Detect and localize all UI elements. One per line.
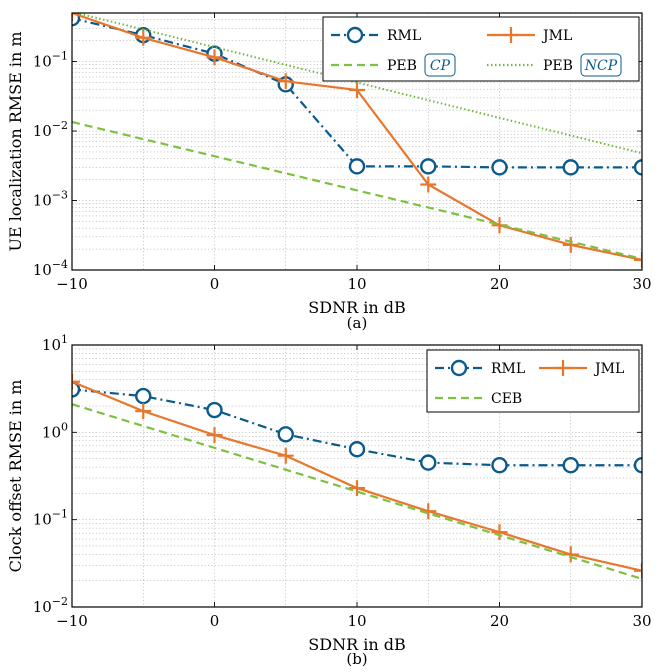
data-point-jml xyxy=(634,562,642,579)
data-point-jml xyxy=(206,427,223,444)
data-point-rml xyxy=(633,159,642,176)
x-tick-label: 10 xyxy=(347,275,366,293)
series-group xyxy=(72,373,642,580)
legend-marker-jml xyxy=(503,27,519,43)
data-point-jml xyxy=(562,546,579,563)
y-tick-label: 10−2 xyxy=(33,119,68,140)
legend-label-rml: RML xyxy=(387,28,421,44)
x-tick-label: 10 xyxy=(347,612,366,630)
data-point-jml xyxy=(634,251,642,268)
data-point-rml xyxy=(562,457,579,474)
y-tick-label: 101 xyxy=(42,333,68,354)
legend-label-ceb: CEB xyxy=(491,391,522,407)
y-axis-label: UE localization RMSE in m xyxy=(6,31,25,251)
x-axis-label: SDNR in dB xyxy=(308,298,405,317)
panel-caption: (a) xyxy=(347,314,368,332)
data-point-jml xyxy=(491,524,508,541)
data-point-rml xyxy=(348,441,366,458)
legend-tag-ncp: NCP xyxy=(584,58,618,74)
data-point-rml xyxy=(633,457,642,474)
legend-marker-rml xyxy=(346,26,364,44)
x-tick-label: −10 xyxy=(56,275,88,293)
data-point-rml xyxy=(72,13,81,27)
panel-caption: (b) xyxy=(346,650,367,668)
data-point-rml xyxy=(277,426,294,443)
legend-box xyxy=(426,349,640,413)
legend-tag-cp: CP xyxy=(430,58,451,74)
series-line-peb-ncp xyxy=(72,13,642,155)
data-point-rml xyxy=(206,401,223,419)
data-point-jml xyxy=(277,73,294,90)
legend-label-rml: RML xyxy=(491,361,525,377)
data-point-rml xyxy=(491,159,508,176)
x-axis-label: SDNR in dB xyxy=(308,635,405,654)
x-tick-label: 30 xyxy=(632,612,651,630)
y-tick-label: 10−1 xyxy=(33,508,68,529)
legend-tag-box xyxy=(580,53,622,77)
data-point-rml xyxy=(348,158,366,175)
x-tick-label: 30 xyxy=(632,275,651,293)
data-point-jml xyxy=(277,447,294,464)
x-tick-label: 20 xyxy=(490,275,509,293)
y-tick-label: 10−3 xyxy=(33,189,68,210)
data-point-jml xyxy=(135,403,152,420)
data-point-jml xyxy=(349,81,365,98)
legend-marker-rml xyxy=(450,359,468,377)
data-point-rml xyxy=(72,381,81,398)
chart-panel-a: −10 0 10 20 30 10−4 10−3 10−2 10−1 SDNR in dB UE l… xyxy=(6,12,652,332)
series-line-ceb xyxy=(72,403,642,580)
series-line-peb-cp xyxy=(72,120,642,260)
ticks xyxy=(71,344,643,608)
y-tick-label: 100 xyxy=(42,420,68,441)
data-point-rml xyxy=(562,159,579,176)
legend-label-jml: JML xyxy=(541,28,572,44)
y-axis-label: Clock offset RMSE in m xyxy=(6,380,25,573)
series-group xyxy=(72,13,642,268)
data-point-jml xyxy=(135,29,152,46)
legend-marker-jml xyxy=(555,360,571,376)
data-point-rml xyxy=(420,454,437,471)
legend-label-jml: JML xyxy=(593,361,624,377)
series-line-rml xyxy=(72,17,642,169)
y-tick-label: 10−1 xyxy=(33,50,68,71)
legend: RML JML PEB CP PEB NCP xyxy=(322,16,640,82)
data-point-jml xyxy=(349,480,365,497)
data-point-rml xyxy=(420,158,437,175)
y-tick-label: 10−2 xyxy=(33,595,68,616)
x-tick-label: 0 xyxy=(210,275,220,293)
legend-label-peb-cp: PEB xyxy=(387,58,417,74)
data-point-jml xyxy=(72,373,80,390)
legend-tag-box xyxy=(424,53,456,77)
legend-label-peb-ncp: PEB xyxy=(543,58,573,74)
x-tick-label: 20 xyxy=(490,612,509,630)
data-point-rml xyxy=(491,457,508,474)
chart-panel-b: −10 0 10 20 30 10−2 10−1 100 101 SDNR in dB Clock … xyxy=(6,333,652,668)
data-point-rml xyxy=(135,387,152,405)
data-point-jml xyxy=(562,236,579,253)
legend: RML JML CEB xyxy=(426,349,640,413)
x-tick-label: −10 xyxy=(56,612,88,630)
y-tick-label: 10−4 xyxy=(33,258,68,279)
data-point-jml xyxy=(420,176,437,193)
data-point-jml xyxy=(206,49,223,66)
x-tick-label: 0 xyxy=(210,612,220,630)
